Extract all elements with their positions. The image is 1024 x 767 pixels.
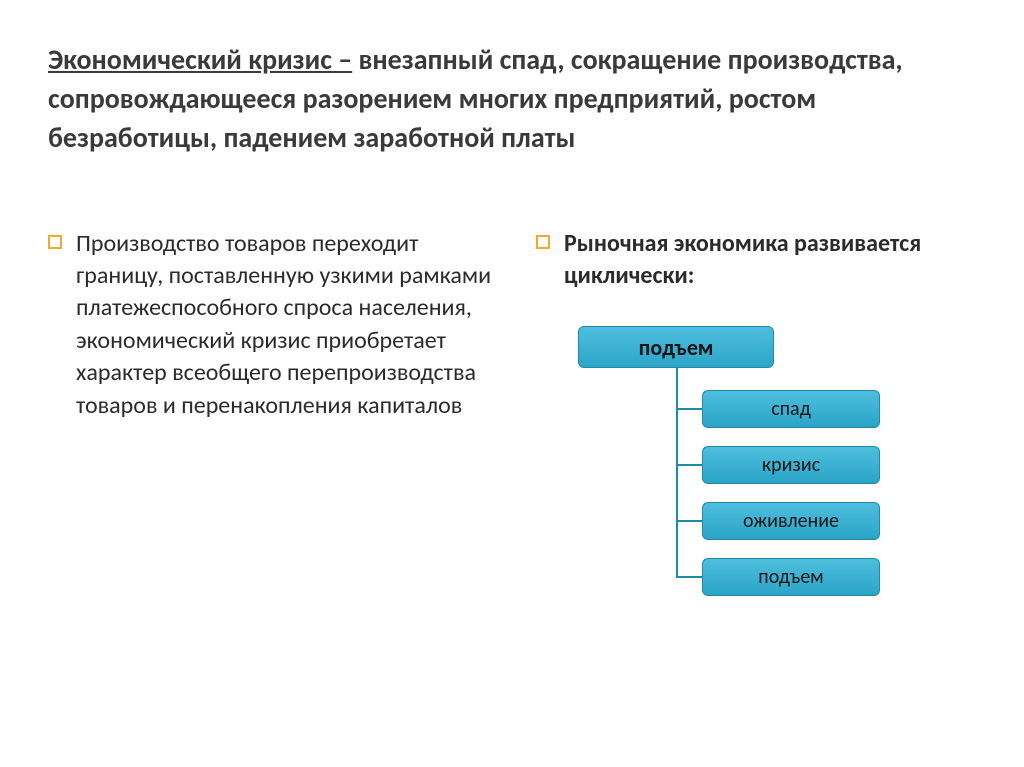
left-bullet-text: Производство товаров переходит границу, … [76, 228, 496, 422]
bullet-icon [48, 235, 62, 249]
cycle-child-node: спад [702, 390, 880, 428]
right-column: Рыночная экономика развивается циклическ… [536, 228, 976, 647]
title-term: Экономический кризис – [48, 42, 352, 77]
connector-trunk [676, 368, 678, 577]
slide-title: Экономический кризис – внезапный спад, с… [48, 40, 976, 158]
cycle-root-node: подъем [578, 326, 774, 368]
connector-branch [676, 576, 702, 578]
cycle-child-node: оживление [702, 502, 880, 540]
left-column: Производство товаров переходит границу, … [48, 228, 496, 647]
right-bullet-text: Рыночная экономика развивается циклическ… [564, 228, 976, 293]
right-bullet-row: Рыночная экономика развивается циклическ… [536, 228, 976, 293]
connector-branch [676, 464, 702, 466]
connector-branch [676, 520, 702, 522]
left-bullet-row: Производство товаров переходит границу, … [48, 228, 496, 422]
bullet-icon [536, 235, 550, 249]
cycle-child-node: подъем [702, 558, 880, 596]
content-columns: Производство товаров переходит границу, … [48, 228, 976, 647]
connector-branch [676, 408, 702, 410]
cycle-diagram: подъем спад кризис оживление подъем [578, 326, 908, 646]
cycle-child-node: кризис [702, 446, 880, 484]
